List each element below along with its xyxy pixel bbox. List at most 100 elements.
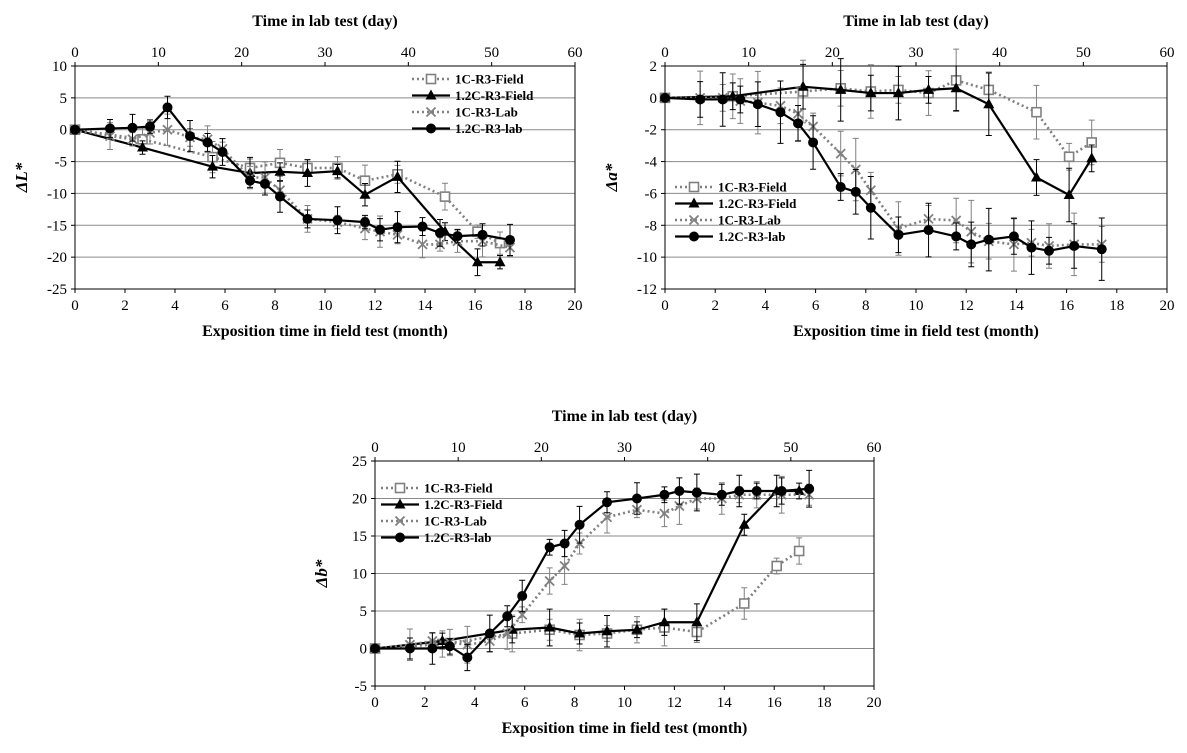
- x-tick-label: 18: [518, 298, 533, 314]
- series-1-2c-r3-lab: [370, 469, 815, 672]
- y-tick-label: 0: [360, 642, 368, 658]
- x2-tick-label: 20: [825, 45, 840, 61]
- series-line: [74, 128, 500, 264]
- series-1-2c-r3-field: [69, 123, 506, 277]
- y-axis-title: ΔL*: [12, 162, 31, 193]
- x-tick-label: 20: [568, 298, 583, 314]
- data-point-circle: [735, 94, 746, 105]
- data-point-circle: [435, 227, 445, 238]
- data-point-circle: [395, 532, 405, 543]
- y-tick-label: -10: [637, 250, 657, 266]
- legend-label: 1.2C-R3-Field: [424, 497, 503, 512]
- x-tick-label: 18: [817, 695, 832, 711]
- data-point-circle: [850, 186, 861, 197]
- data-point-triangle: [574, 627, 586, 638]
- data-point-circle: [452, 231, 463, 242]
- x-tick-label: 0: [71, 298, 79, 314]
- x-tick-label: 14: [717, 695, 733, 711]
- data-point-x: [835, 148, 846, 159]
- x-tick-label: 20: [1160, 298, 1175, 314]
- data-point-circle: [793, 118, 804, 129]
- y-tick-label: -20: [47, 250, 67, 266]
- data-point-circle: [185, 131, 195, 142]
- x-tick-label: 2: [711, 298, 719, 314]
- x2-tick-label: 50: [484, 45, 499, 61]
- data-point-circle: [983, 234, 994, 245]
- data-point-x: [394, 515, 406, 527]
- y-tick-label: -12: [637, 282, 657, 298]
- data-point-circle: [752, 99, 763, 110]
- x-tick-label: 8: [271, 298, 279, 314]
- x2-tick-label: 50: [783, 440, 798, 456]
- data-point-circle: [162, 102, 173, 113]
- data-point-triangle: [394, 498, 406, 509]
- data-point-circle: [865, 202, 876, 213]
- data-point-circle: [775, 107, 786, 118]
- data-point-circle: [477, 229, 488, 240]
- series-line: [74, 128, 501, 245]
- data-point-circle: [691, 487, 702, 498]
- y-tick-label: 0: [650, 91, 658, 107]
- x2-tick-label: 10: [151, 45, 166, 61]
- x2-tick-label: 60: [867, 440, 882, 456]
- data-point-triangle: [359, 188, 371, 199]
- data-point-square: [1063, 151, 1075, 163]
- x2-tick-label: 40: [401, 45, 416, 61]
- data-point-circle: [517, 591, 528, 601]
- x-tick-label: 0: [371, 695, 379, 711]
- data-point-circle: [444, 641, 455, 652]
- data-point-square: [394, 482, 406, 494]
- data-point-circle: [1096, 244, 1107, 255]
- series-1c-r3-field: [659, 48, 1097, 171]
- data-point-triangle: [302, 167, 313, 178]
- x-tick-label: 8: [862, 298, 870, 314]
- x-tick-label: 16: [767, 695, 783, 711]
- y-tick-label: 10: [52, 59, 67, 75]
- data-point-circle: [502, 611, 513, 622]
- data-point-circle: [1026, 242, 1037, 253]
- legend-label: 1C-R3-Lab: [718, 213, 781, 228]
- data-point-triangle: [923, 83, 935, 94]
- series-1c-r3-lab: [69, 113, 516, 259]
- series-1-2c-r3-field: [659, 58, 1098, 223]
- data-point-circle: [392, 222, 403, 233]
- y-tick-label: -10: [47, 186, 67, 202]
- data-point-triangle: [688, 197, 700, 208]
- data-point-square: [494, 237, 506, 249]
- series-line: [664, 85, 1093, 197]
- data-point-triangle: [207, 160, 218, 171]
- y-tick-label: -25: [47, 282, 67, 298]
- y-axis-title: Δb*: [312, 559, 331, 588]
- legend-label: 1.2C-R3-lab: [424, 530, 492, 545]
- data-point-circle: [631, 493, 642, 504]
- data-point-circle: [674, 486, 685, 496]
- x-tick-label: 14: [1009, 298, 1025, 314]
- data-point-circle: [574, 519, 585, 530]
- x-tick-label: 12: [667, 695, 682, 711]
- legend-label: 1C-R3-Lab: [424, 514, 487, 529]
- data-point-circle: [751, 486, 762, 496]
- x-tick-label: 6: [521, 695, 529, 711]
- legend-label: 1C-R3-Field: [424, 481, 493, 496]
- data-point-triangle: [983, 98, 995, 109]
- x-tick-label: 4: [471, 695, 479, 711]
- x-axis-title: Exposition time in field test (month): [502, 720, 748, 737]
- x-tick-label: 4: [762, 298, 770, 314]
- y-tick-label: 0: [60, 123, 68, 139]
- data-point-circle: [966, 239, 977, 250]
- data-point-triangle: [892, 87, 904, 98]
- data-point-circle: [923, 225, 934, 236]
- data-point-triangle: [332, 165, 343, 176]
- x2-tick-label: 0: [371, 440, 379, 456]
- data-point-triangle: [425, 89, 437, 100]
- data-point-triangle: [1086, 152, 1098, 163]
- data-point-circle: [332, 215, 343, 226]
- data-point-triangle: [1063, 189, 1075, 200]
- data-point-triangle: [865, 87, 877, 98]
- data-point-square: [1031, 106, 1042, 118]
- y-tick-label: -8: [645, 218, 658, 234]
- data-point-x: [162, 124, 173, 135]
